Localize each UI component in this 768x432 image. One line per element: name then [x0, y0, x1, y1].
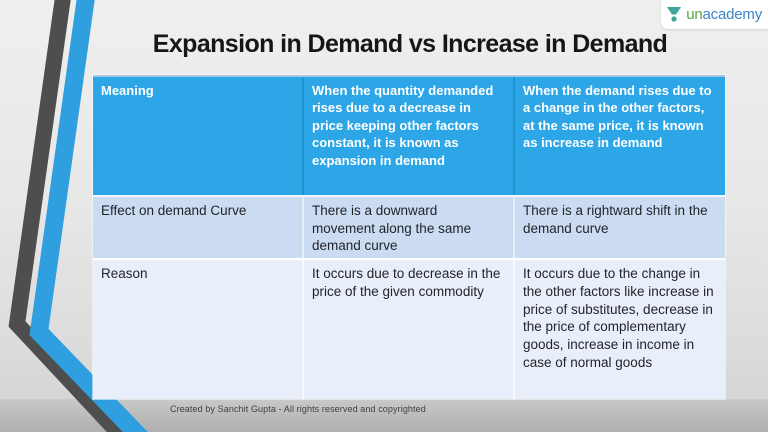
gray-stripe — [8, 0, 129, 432]
logo-text-un: un — [686, 6, 703, 23]
reason-increase-cell: It occurs due to the change in the other… — [513, 260, 725, 399]
unacademy-cup-icon — [667, 7, 682, 22]
meaning-increase-cell: When the demand rises due to a change in… — [513, 77, 725, 195]
blue-stripe — [29, 0, 148, 432]
row-label-reason: Reason — [101, 266, 148, 281]
logo-text-academy: academy — [702, 6, 763, 23]
meaning-expansion-cell: When the quantity demanded rises due to … — [302, 77, 513, 195]
unacademy-logo: unacademy — [661, 0, 768, 29]
table-row-effect: Effect on demand Curve There is a downwa… — [93, 195, 725, 258]
table-row-meaning: Meaning When the quantity demanded rises… — [93, 75, 725, 195]
row-label-effect: Effect on demand Curve — [101, 203, 247, 218]
effect-expansion-cell: There is a downward movement along the s… — [302, 197, 513, 258]
page-title: Expansion in Demand vs Increase in Deman… — [152, 30, 668, 58]
reason-expansion-cell: It occurs due to decrease in the price o… — [302, 260, 513, 399]
table-row-reason: Reason It occurs due to decrease in the … — [93, 258, 725, 399]
logo-wordmark: unacademy — [686, 6, 762, 23]
row-label-meaning: Meaning — [101, 83, 154, 98]
comparison-table: Meaning When the quantity demanded rises… — [93, 75, 725, 399]
effect-increase-cell: There is a rightward shift in the demand… — [513, 197, 725, 258]
footer-credit: Created by Sanchit Gupta - All rights re… — [170, 404, 426, 414]
